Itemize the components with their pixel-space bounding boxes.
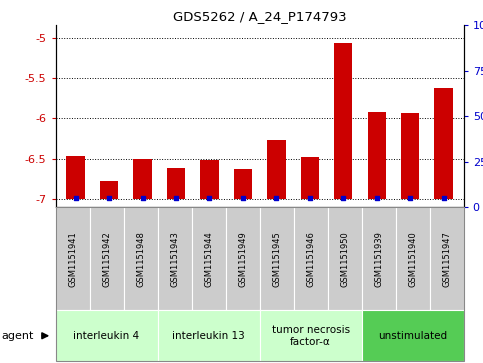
Point xyxy=(139,195,146,200)
Point xyxy=(373,195,381,200)
Bar xyxy=(434,88,453,199)
Text: GSM1151944: GSM1151944 xyxy=(204,231,213,286)
Point xyxy=(406,195,414,200)
Bar xyxy=(368,112,386,199)
Point xyxy=(72,195,80,200)
Text: interleukin 13: interleukin 13 xyxy=(172,331,245,341)
Text: GSM1151949: GSM1151949 xyxy=(238,231,247,286)
Point xyxy=(239,195,247,200)
Text: GSM1151943: GSM1151943 xyxy=(170,231,179,286)
Bar xyxy=(334,43,353,199)
Bar xyxy=(300,157,319,199)
Point xyxy=(206,195,213,200)
Bar xyxy=(67,156,85,199)
Bar xyxy=(401,113,419,199)
Text: GSM1151941: GSM1151941 xyxy=(68,231,77,286)
Point xyxy=(172,195,180,200)
Point xyxy=(340,195,347,200)
Text: unstimulated: unstimulated xyxy=(378,331,447,341)
Text: GSM1151948: GSM1151948 xyxy=(136,231,145,286)
Text: GSM1151950: GSM1151950 xyxy=(340,231,349,286)
Point xyxy=(272,195,280,200)
Text: GSM1151940: GSM1151940 xyxy=(408,231,417,286)
Text: tumor necrosis
factor-α: tumor necrosis factor-α xyxy=(271,325,350,347)
Point xyxy=(105,195,113,200)
Text: interleukin 4: interleukin 4 xyxy=(73,331,140,341)
Title: GDS5262 / A_24_P174793: GDS5262 / A_24_P174793 xyxy=(173,10,346,23)
Bar xyxy=(100,181,118,199)
Bar xyxy=(133,159,152,199)
Text: GSM1151946: GSM1151946 xyxy=(306,231,315,286)
Bar xyxy=(267,140,285,199)
Text: GSM1151945: GSM1151945 xyxy=(272,231,281,286)
Bar xyxy=(234,169,252,199)
Text: GSM1151947: GSM1151947 xyxy=(442,231,451,286)
Point xyxy=(306,195,313,200)
Text: agent: agent xyxy=(1,331,33,341)
Bar xyxy=(167,168,185,199)
Text: GSM1151939: GSM1151939 xyxy=(374,231,383,286)
Point xyxy=(440,195,447,200)
Text: GSM1151942: GSM1151942 xyxy=(102,231,111,286)
Bar xyxy=(200,160,219,199)
